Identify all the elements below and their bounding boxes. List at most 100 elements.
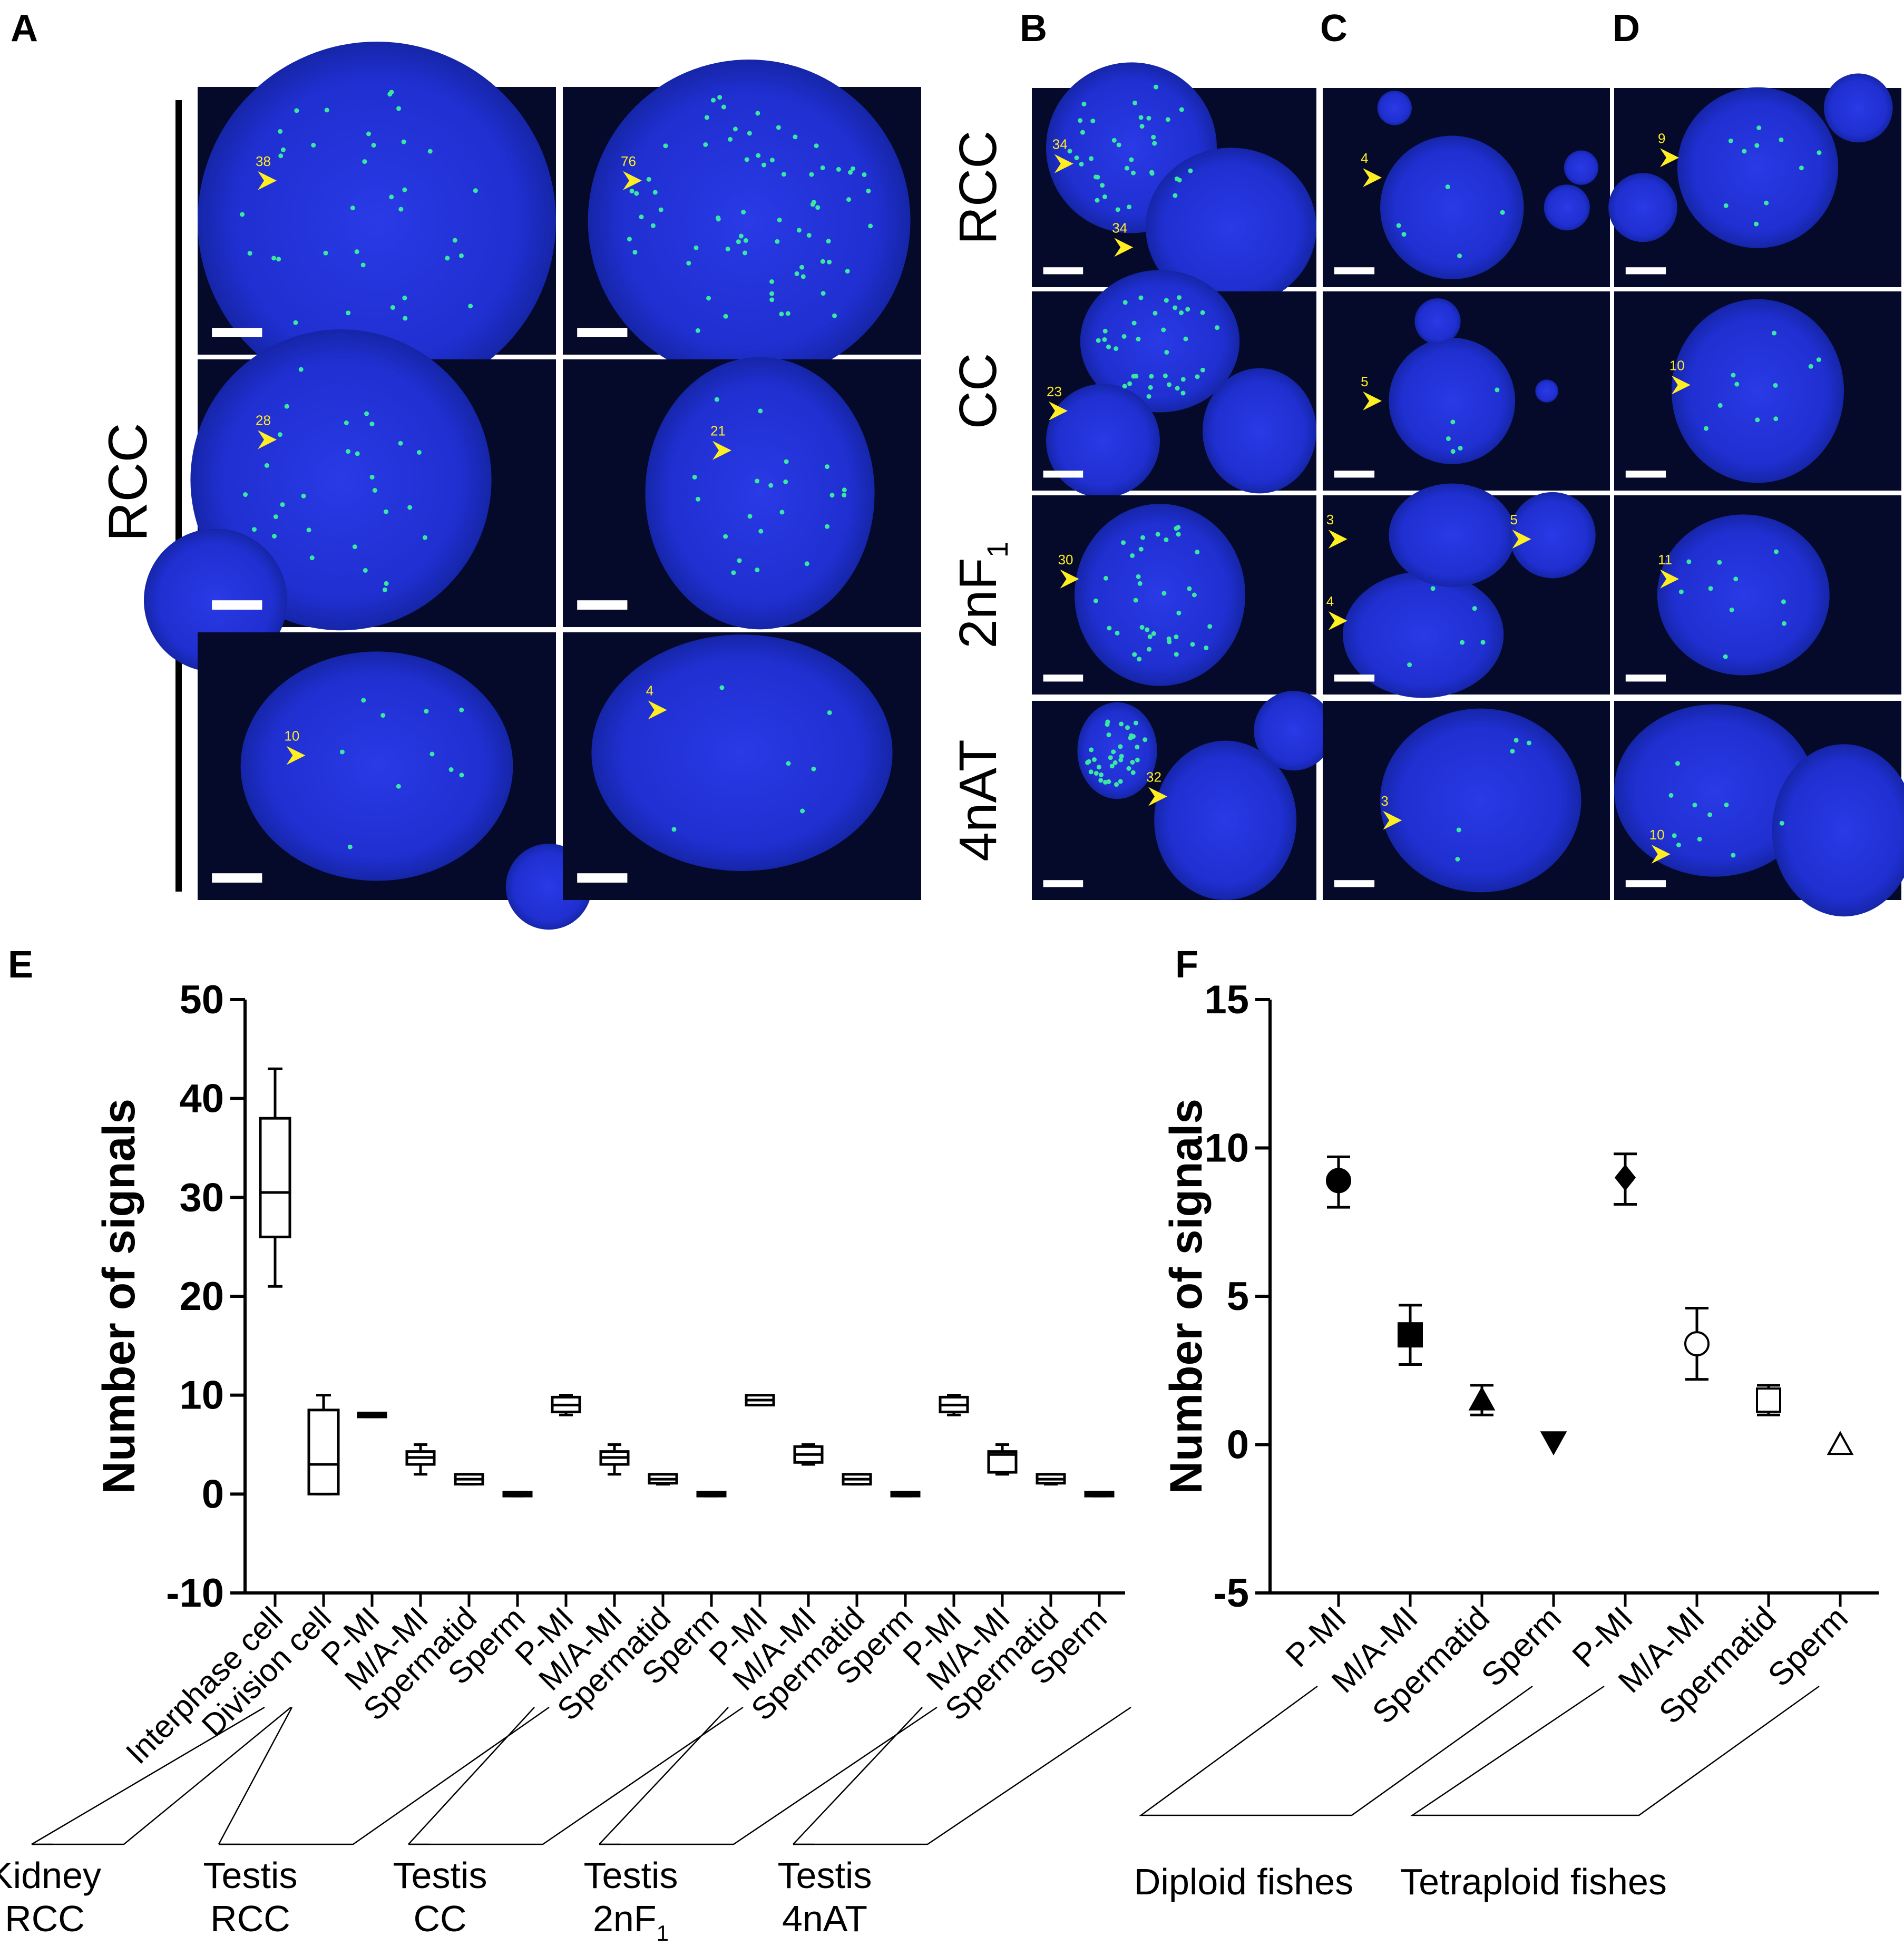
- y-tick-label: 0: [202, 1472, 224, 1517]
- arrowhead-icon: [1328, 611, 1348, 631]
- circle-marker: [1684, 1331, 1710, 1357]
- signal-dot: [1104, 575, 1109, 581]
- arrowhead-icon: [1049, 401, 1068, 421]
- signal-count-label: 10: [1649, 827, 1665, 843]
- signal-dot: [1717, 560, 1722, 565]
- signal-dot: [1074, 155, 1079, 161]
- signal-dot: [1808, 364, 1813, 369]
- signal-dot: [820, 165, 825, 170]
- signal-dot: [293, 320, 298, 325]
- signal-dot: [747, 131, 752, 136]
- row-label-4: 4nAT: [949, 739, 1008, 862]
- signal-dot: [271, 256, 277, 261]
- signal-dot: [468, 304, 473, 309]
- signal-dot: [1817, 150, 1822, 155]
- scale-bar: [1334, 267, 1375, 275]
- arrowhead-icon: [1383, 810, 1402, 830]
- signal-count-label: 38: [256, 153, 271, 169]
- signal-dot: [323, 250, 328, 256]
- signal-dot: [826, 239, 831, 244]
- signal-dot: [347, 844, 353, 849]
- signal-dot: [352, 544, 357, 550]
- micrograph-d-4: 10: [1614, 701, 1904, 917]
- group-label-line2: 2nF1: [593, 1898, 669, 1945]
- scale-bar: [1043, 880, 1083, 887]
- signal-dot: [324, 107, 329, 113]
- signal-dot: [714, 397, 719, 402]
- group-bracket: [1410, 1685, 1820, 1816]
- signal-dot: [1204, 645, 1209, 650]
- arrowhead-icon: [1660, 569, 1679, 589]
- x-tick-label: Sperm: [1761, 1600, 1855, 1694]
- signal-dot: [371, 143, 376, 148]
- nucleus: [1823, 73, 1893, 143]
- signal-dot: [836, 167, 841, 172]
- signal-dot: [272, 534, 277, 539]
- signal-dot: [1091, 757, 1097, 762]
- point-5: [1614, 1152, 1637, 1206]
- signal-dot: [1114, 782, 1119, 787]
- signal-count-label: 32: [1146, 769, 1161, 785]
- signal-dot: [1207, 624, 1213, 629]
- signal-dot: [725, 247, 730, 252]
- signal-dot: [1119, 754, 1124, 759]
- micrograph-c-4: 3: [1323, 701, 1610, 900]
- arrowhead-icon: [1363, 391, 1382, 410]
- signal-dot: [761, 162, 767, 168]
- group-label-line2: RCC: [5, 1898, 85, 1939]
- signal-dot: [1799, 165, 1804, 171]
- row-label-3: 2nF1: [949, 541, 1014, 648]
- micrograph-b-4: 32: [1032, 691, 1334, 901]
- signal-dot: [1703, 426, 1708, 431]
- signal-dot: [742, 250, 747, 256]
- box-18: [1084, 1491, 1115, 1498]
- box-6: [502, 1491, 533, 1498]
- nucleus: [1772, 744, 1904, 917]
- signal-dot: [1153, 84, 1158, 90]
- arrowhead-icon: [258, 430, 277, 449]
- signal-dot: [1119, 721, 1124, 727]
- signal-dot: [1153, 310, 1158, 316]
- triangle-up-marker: [1827, 1431, 1854, 1455]
- signal-dot: [452, 238, 457, 243]
- box-10: [696, 1491, 727, 1498]
- arrowhead-icon: [1671, 375, 1691, 395]
- micrograph-d-3: 11: [1614, 495, 1901, 695]
- y-tick-label: 0: [1227, 1423, 1249, 1468]
- signal-dot: [1131, 320, 1137, 326]
- signal-dot: [1131, 374, 1136, 379]
- signal-count-label: 34: [1052, 136, 1068, 152]
- signal-dot: [1140, 535, 1146, 540]
- signal-dot: [1089, 156, 1094, 161]
- signal-dot: [362, 159, 367, 164]
- signal-count-label: 5: [1361, 374, 1368, 389]
- signal-dot: [1779, 137, 1784, 142]
- signal-count-label: 4: [1361, 150, 1368, 166]
- nucleus: [198, 42, 556, 400]
- signal-dot: [1724, 802, 1729, 807]
- signal-dot: [743, 238, 748, 243]
- signal-dot: [1174, 526, 1179, 531]
- arrowhead-icon: [1651, 845, 1671, 864]
- signal-dot: [1093, 771, 1099, 776]
- signal-dot: [866, 188, 871, 193]
- signal-dot: [1450, 449, 1456, 454]
- signal-dot: [796, 228, 802, 233]
- signal-count-label: 76: [621, 153, 636, 169]
- nucleus: [1677, 87, 1839, 248]
- x-tick-label: Sperm: [1475, 1600, 1568, 1694]
- signal-dot: [806, 233, 812, 238]
- signal-dot: [663, 143, 668, 149]
- signal-dot: [311, 143, 316, 148]
- signal-dot: [1195, 550, 1200, 555]
- signal-dot: [716, 217, 721, 222]
- scale-bar: [1625, 267, 1666, 275]
- signal-dot: [346, 310, 351, 316]
- panel-a-row-label: RCC: [97, 423, 159, 541]
- signal-dot: [827, 259, 832, 265]
- signal-dot: [294, 108, 299, 113]
- signal-dot: [429, 751, 435, 757]
- signal-dot: [737, 558, 742, 563]
- signal-count-label: 4: [646, 682, 653, 698]
- box-9: [648, 1473, 678, 1486]
